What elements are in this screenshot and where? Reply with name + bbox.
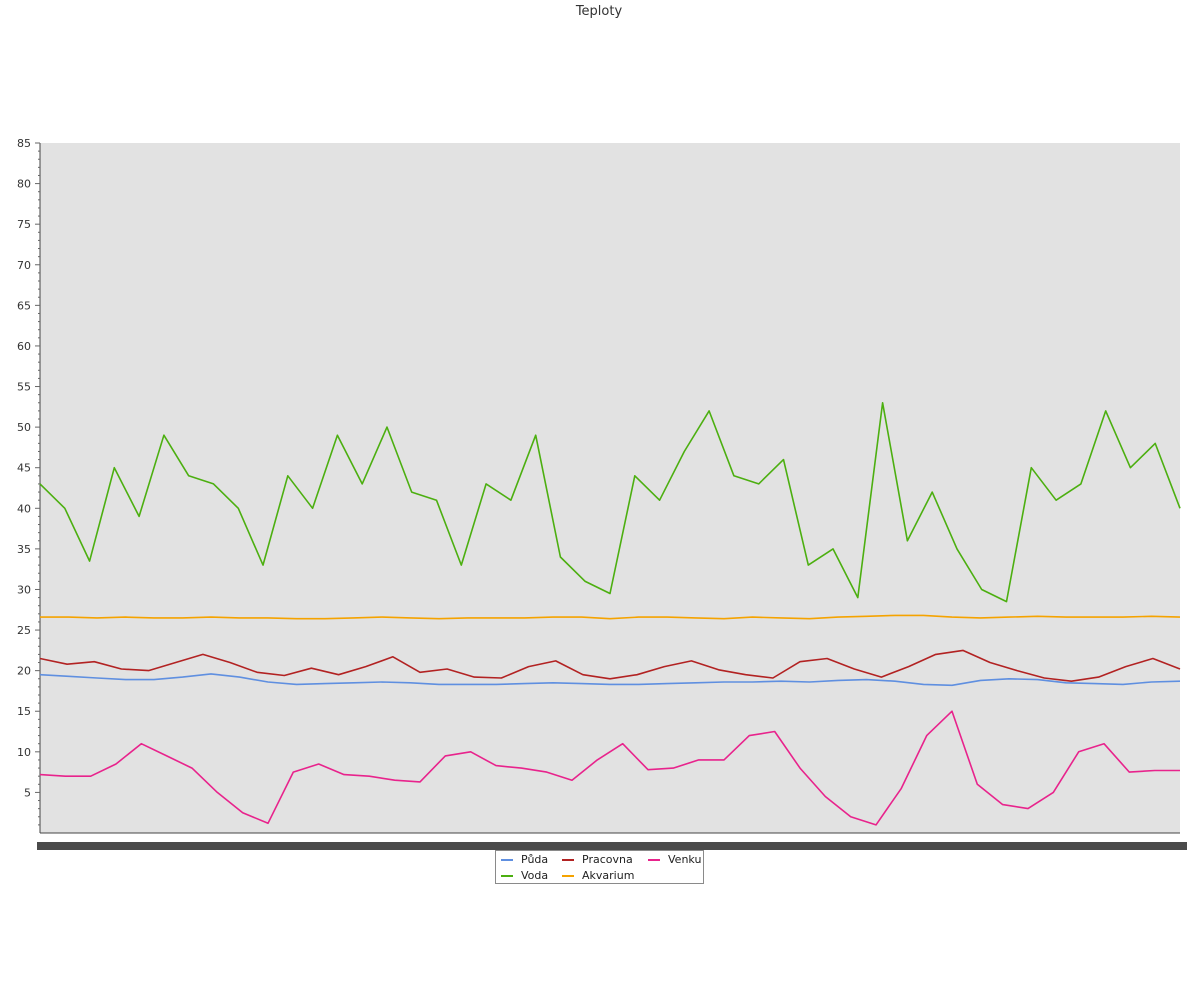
y-tick-label: 50: [17, 421, 31, 434]
y-axis: 5 10 15 20 25 30 35 40 45 50 55 60 65 70 75 80 85: [17, 137, 41, 833]
legend-label: Voda: [521, 869, 549, 882]
legend-label: Pracovna: [582, 853, 633, 866]
y-tick-label: 70: [17, 259, 31, 272]
legend-swatch: [648, 859, 660, 861]
y-tick-label: 45: [17, 462, 31, 475]
series-line-puda: [39, 673, 1181, 687]
y-tick-label: 15: [17, 705, 31, 718]
y-tick-label: 65: [17, 299, 31, 312]
series-line-akvarium: [40, 614, 1181, 620]
legend-swatch: [562, 859, 574, 861]
y-tick-label: 55: [17, 381, 31, 394]
legend-swatch: [501, 875, 513, 877]
legend-label: Půda: [521, 853, 549, 866]
y-tick-label: 35: [17, 543, 31, 556]
series-line-venku: [39, 710, 1180, 826]
series-lines: [39, 401, 1181, 826]
legend-label: Akvarium: [582, 869, 635, 882]
y-tick-label: 75: [17, 218, 31, 231]
legend: Půda Voda Pracovna Akvarium Venku: [495, 850, 704, 884]
y-tick-label: 30: [17, 583, 31, 596]
y-tick-label: 60: [17, 340, 31, 353]
series-line-voda: [39, 401, 1181, 603]
y-tick-label: 80: [17, 178, 31, 191]
plot-area: [40, 143, 1180, 833]
x-axis: [37, 832, 1187, 850]
y-tick-label: 40: [17, 502, 31, 515]
legend-swatch: [562, 875, 574, 877]
x-tick-label-band: [37, 842, 1187, 850]
series-line-pracovna: [39, 649, 1181, 683]
legend-label: Venku: [668, 853, 702, 866]
y-tick-label: 25: [17, 624, 31, 637]
y-tick-label: 85: [17, 137, 31, 150]
legend-swatch: [501, 859, 513, 861]
chart-title: Teploty: [575, 4, 623, 19]
y-tick-label: 5: [24, 786, 31, 799]
y-tick-label: 20: [17, 665, 31, 678]
y-tick-label: 10: [17, 746, 31, 759]
